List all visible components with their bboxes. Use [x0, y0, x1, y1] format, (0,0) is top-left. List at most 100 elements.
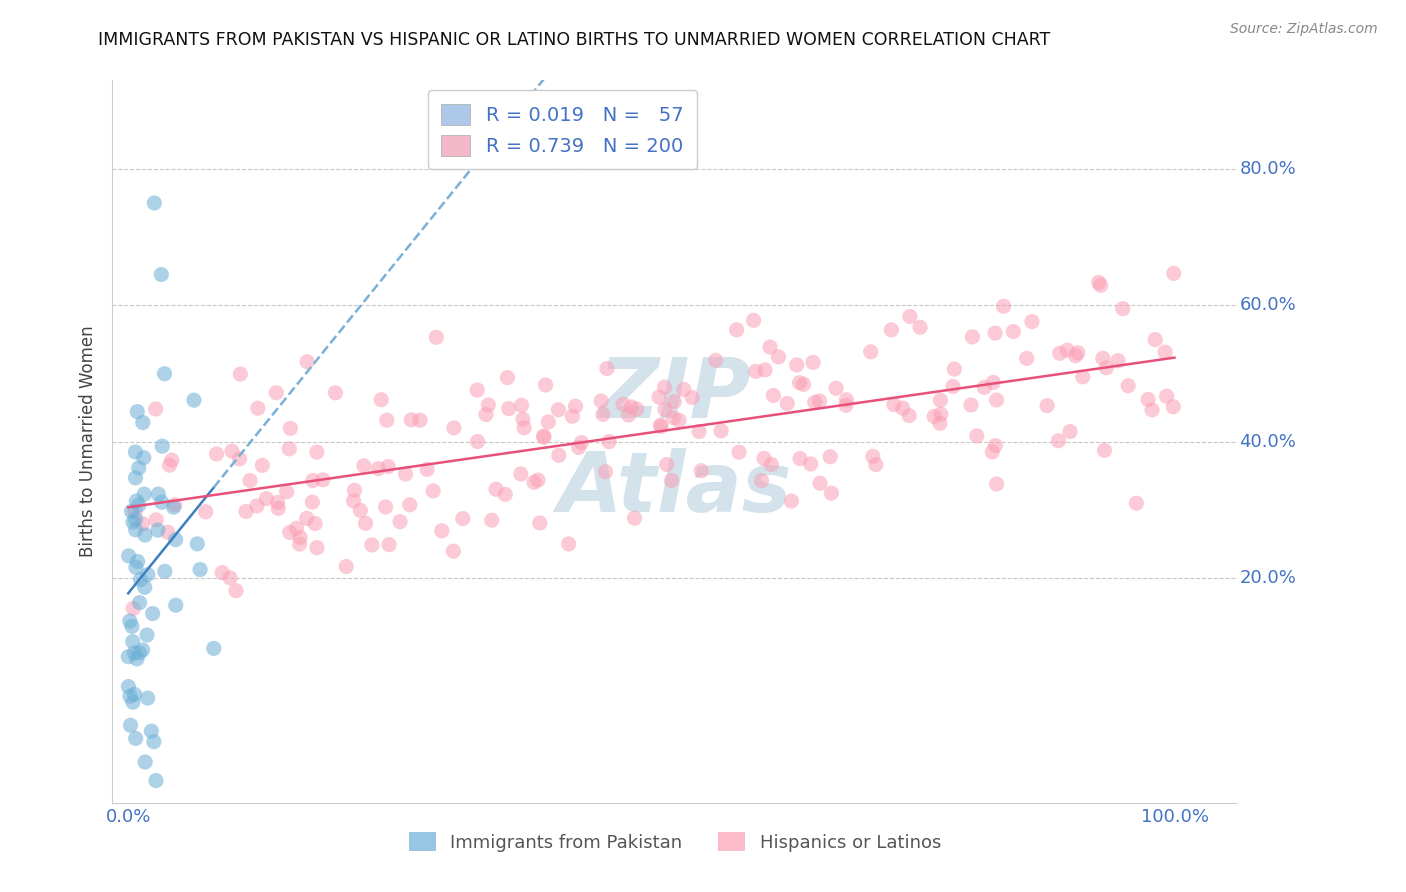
Point: [654, 402, 676, 417]
Text: 40.0%: 40.0%: [1240, 433, 1296, 450]
Point: [122, 515, 145, 529]
Point: [800, 457, 823, 471]
Point: [285, 521, 308, 535]
Point: [922, 409, 945, 424]
Point: [654, 380, 676, 394]
Point: [430, 524, 453, 538]
Point: [596, 361, 619, 376]
Point: [131, 643, 153, 657]
Point: [349, 503, 371, 517]
Point: [862, 450, 884, 464]
Point: [534, 378, 557, 392]
Point: [557, 537, 579, 551]
Point: [984, 439, 1007, 453]
Point: [239, 474, 262, 488]
Point: [229, 367, 252, 381]
Point: [681, 391, 703, 405]
Point: [742, 313, 765, 327]
Point: [148, 487, 170, 501]
Point: [793, 377, 815, 392]
Point: [752, 451, 775, 466]
Point: [128, 461, 150, 475]
Point: [626, 402, 648, 417]
Point: [612, 397, 634, 411]
Point: [409, 413, 432, 427]
Point: [768, 350, 790, 364]
Point: [672, 383, 695, 397]
Point: [1021, 315, 1043, 329]
Point: [568, 441, 591, 455]
Point: [1107, 353, 1129, 368]
Point: [136, 567, 159, 582]
Point: [150, 268, 173, 282]
Point: [280, 421, 302, 435]
Point: [305, 445, 328, 459]
Point: [623, 511, 645, 525]
Point: [475, 408, 498, 422]
Point: [194, 505, 217, 519]
Point: [668, 413, 690, 427]
Point: [898, 310, 921, 324]
Point: [124, 731, 146, 746]
Point: [278, 442, 301, 456]
Point: [818, 450, 841, 464]
Point: [1140, 402, 1163, 417]
Point: [1090, 278, 1112, 293]
Point: [416, 462, 439, 476]
Point: [725, 323, 748, 337]
Point: [942, 379, 965, 393]
Point: [1156, 389, 1178, 403]
Point: [443, 421, 465, 435]
Point: [205, 447, 228, 461]
Point: [124, 688, 146, 702]
Point: [467, 434, 489, 449]
Point: [1144, 333, 1167, 347]
Point: [117, 649, 139, 664]
Point: [1087, 276, 1109, 290]
Point: [124, 471, 146, 485]
Point: [361, 538, 384, 552]
Point: [1161, 400, 1184, 414]
Point: [481, 513, 503, 527]
Point: [353, 458, 375, 473]
Point: [728, 445, 751, 459]
Point: [561, 409, 583, 424]
Text: IMMIGRANTS FROM PAKISTAN VS HISPANIC OR LATINO BIRTHS TO UNMARRIED WOMEN CORRELA: IMMIGRANTS FROM PAKISTAN VS HISPANIC OR …: [98, 31, 1050, 49]
Point: [527, 473, 550, 487]
Point: [117, 549, 139, 563]
Legend: Immigrants from Pakistan, Hispanics or Latinos: Immigrants from Pakistan, Hispanics or L…: [401, 825, 949, 859]
Point: [808, 476, 831, 491]
Point: [801, 355, 824, 369]
Point: [754, 363, 776, 377]
Point: [485, 482, 508, 496]
Point: [156, 525, 179, 540]
Point: [664, 394, 686, 409]
Point: [1154, 345, 1177, 359]
Point: [510, 398, 533, 412]
Point: [498, 401, 520, 416]
Point: [591, 393, 613, 408]
Point: [761, 458, 783, 472]
Point: [883, 397, 905, 411]
Point: [751, 474, 773, 488]
Point: [523, 475, 546, 490]
Point: [803, 395, 825, 409]
Point: [759, 340, 782, 354]
Point: [1056, 343, 1078, 358]
Point: [121, 634, 143, 648]
Point: [288, 531, 311, 545]
Point: [710, 424, 733, 438]
Point: [1137, 392, 1160, 407]
Point: [650, 418, 672, 433]
Point: [571, 435, 593, 450]
Point: [377, 459, 399, 474]
Point: [134, 580, 156, 594]
Point: [127, 554, 149, 568]
Point: [1071, 369, 1094, 384]
Point: [929, 407, 952, 421]
Point: [125, 494, 148, 508]
Point: [984, 326, 1007, 340]
Point: [1112, 301, 1135, 316]
Point: [219, 571, 242, 585]
Point: [465, 383, 488, 397]
